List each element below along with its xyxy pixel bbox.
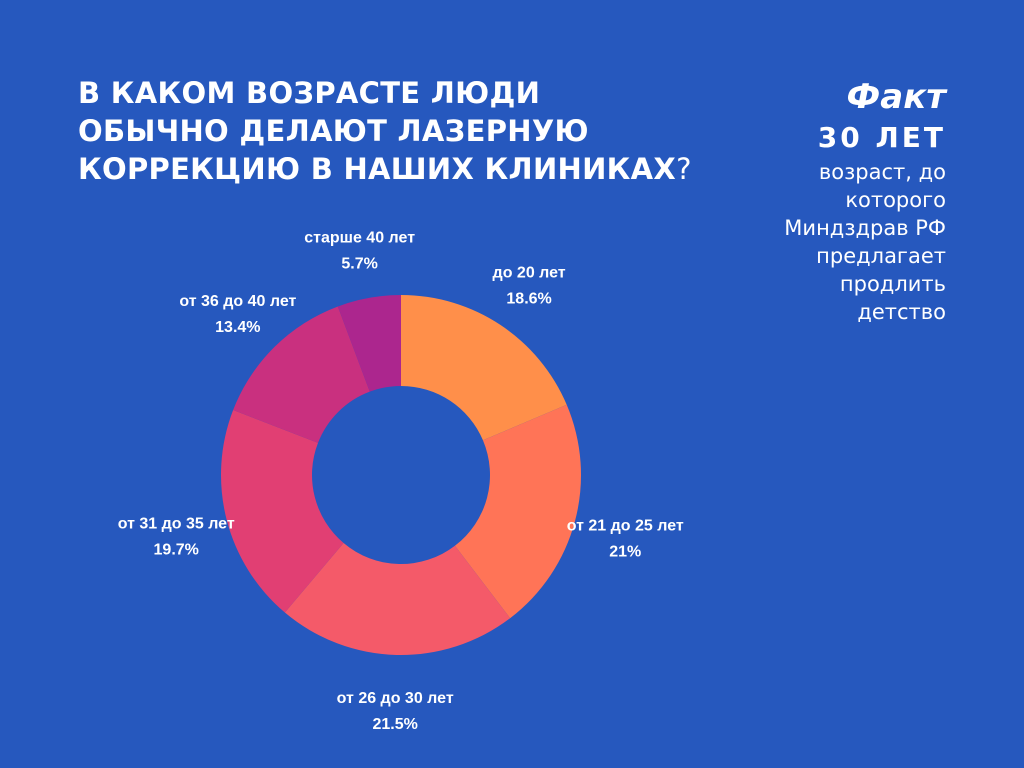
fact-line-5: продлить — [839, 272, 946, 296]
donut-slice-3 — [284, 542, 511, 655]
title-question-mark: ? — [676, 152, 692, 186]
slice-label-4: от 31 до 35 лет 19.7% — [118, 515, 235, 558]
chart-title: В КАКОМ ВОЗРАСТЕ ЛЮДИ ОБЫЧНО ДЕЛАЮТ ЛАЗЕ… — [78, 74, 718, 188]
fact-heading: Факт — [846, 77, 946, 117]
slice-label-2: от 21 до 25 лет 21% — [567, 518, 684, 561]
fact-line-6: детство — [857, 300, 946, 324]
slice-category-6: старше 40 лет — [304, 230, 415, 247]
slice-label-6: старше 40 лет 5.7% — [304, 230, 415, 273]
slice-label-1: до 20 лет 18.6% — [493, 265, 566, 308]
slice-category-5: от 36 до 40 лет — [179, 293, 296, 310]
slice-category-3: от 26 до 30 лет — [337, 690, 454, 707]
slice-value-1: 18.6% — [506, 291, 551, 308]
donut-slice-6 — [337, 295, 401, 392]
fact-line-1: возраст, до — [818, 160, 946, 184]
slice-category-4: от 31 до 35 лет — [118, 515, 235, 532]
title-line-2: ОБЫЧНО ДЕЛАЮТ ЛАЗЕРНУЮ — [78, 114, 589, 148]
slice-value-3: 21.5% — [372, 716, 417, 733]
donut-slice-2 — [454, 404, 582, 619]
slice-value-4: 19.7% — [154, 541, 199, 558]
fact-description: возраст, до которого Миндздрав РФ предла… — [686, 158, 946, 326]
slice-category-2: от 21 до 25 лет — [567, 518, 684, 535]
slice-label-5: от 36 до 40 лет 13.4% — [179, 293, 296, 336]
title-line-3-text: КОРРЕКЦИЮ В НАШИХ КЛИНИКАХ — [78, 152, 677, 186]
donut-slice-4 — [221, 409, 344, 613]
donut-slice-5 — [233, 306, 370, 443]
fact-line-4: предлагает — [816, 244, 946, 268]
fact-line-2: которого — [845, 188, 946, 212]
slice-value-6: 5.7% — [341, 256, 377, 273]
slice-label-3: от 26 до 30 лет 21.5% — [337, 690, 454, 733]
fact-panel: Факт 30 ЛЕТ возраст, до которого Миндздр… — [686, 76, 946, 326]
fact-line-3: Миндздрав РФ — [784, 216, 946, 240]
title-line-1: В КАКОМ ВОЗРАСТЕ ЛЮДИ — [78, 76, 541, 110]
title-line-3: КОРРЕКЦИЮ В НАШИХ КЛИНИКАХ? — [78, 150, 718, 188]
fact-value: 30 ЛЕТ — [817, 121, 946, 154]
donut-slice-1 — [401, 295, 567, 441]
slice-value-5: 13.4% — [215, 319, 260, 336]
slice-category-1: до 20 лет — [493, 265, 566, 282]
slice-value-2: 21% — [609, 544, 641, 561]
